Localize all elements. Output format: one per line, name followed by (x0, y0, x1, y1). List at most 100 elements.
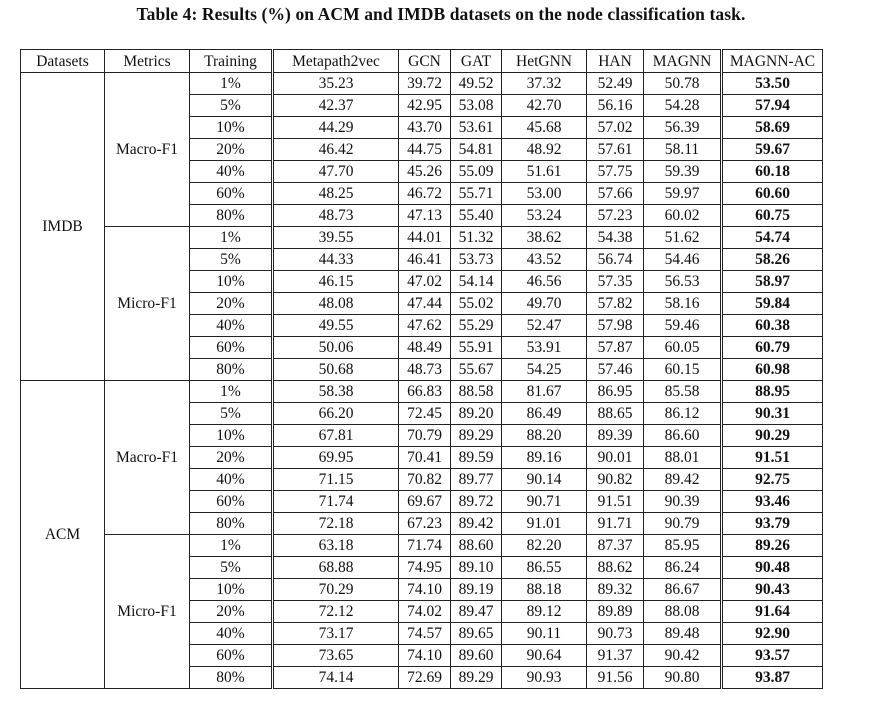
metapath2vec-cell: 42.37 (272, 94, 399, 117)
hetgnn-cell: 42.70 (501, 94, 587, 117)
gat-cell: 88.58 (450, 380, 502, 403)
han-cell: 91.71 (586, 512, 644, 535)
metapath2vec-cell: 35.23 (272, 72, 399, 95)
han-cell: 57.87 (586, 336, 644, 359)
gcn-cell: 46.72 (398, 182, 451, 205)
results-body: IMDB Macro-F1 1% 35.23 39.72 49.52 37.32 52.49 5… (20, 72, 823, 689)
hetgnn-cell: 88.18 (501, 578, 587, 601)
magnn-ac-cell: 58.26 (721, 248, 823, 271)
magnn-cell: 60.15 (643, 358, 723, 381)
metapath2vec-cell: 44.33 (272, 248, 399, 271)
gcn-cell: 48.49 (398, 336, 451, 359)
han-cell: 86.95 (586, 380, 644, 403)
magnn-ac-cell: 58.69 (721, 116, 823, 139)
metapath2vec-cell: 48.25 (272, 182, 399, 205)
magnn-cell: 90.80 (643, 666, 723, 689)
gcn-cell: 70.41 (398, 446, 451, 469)
magnn-ac-cell: 90.48 (721, 556, 823, 579)
hetgnn-cell: 38.62 (501, 226, 587, 249)
metapath2vec-cell: 46.15 (272, 270, 399, 293)
gat-cell: 55.40 (450, 204, 502, 227)
training-cell: 80% (189, 666, 274, 689)
training-cell: 20% (189, 600, 274, 623)
magnn-ac-cell: 91.51 (721, 446, 823, 469)
hetgnn-cell: 52.47 (501, 314, 587, 337)
magnn-cell: 59.46 (643, 314, 723, 337)
magnn-ac-cell: 93.57 (721, 644, 823, 667)
han-cell: 88.62 (586, 556, 644, 579)
metapath2vec-cell: 44.29 (272, 116, 399, 139)
header-metapath2vec: Metapath2vec (272, 49, 399, 73)
header-row: Datasets Metrics Training Metapath2vec G… (20, 49, 823, 73)
gat-cell: 88.60 (450, 534, 502, 557)
training-cell: 1% (189, 534, 274, 557)
han-cell: 57.35 (586, 270, 644, 293)
han-cell: 89.39 (586, 424, 644, 447)
gat-cell: 55.29 (450, 314, 502, 337)
metapath2vec-cell: 39.55 (272, 226, 399, 249)
training-cell: 10% (189, 424, 274, 447)
table-row: 80% 72.18 67.23 89.42 91.01 91.71 90.79 93.79 (21, 512, 823, 535)
training-cell: 1% (189, 72, 274, 95)
han-cell: 57.98 (586, 314, 644, 337)
gcn-cell: 74.10 (398, 578, 451, 601)
training-cell: 80% (189, 512, 274, 535)
gat-cell: 89.60 (450, 644, 502, 667)
magnn-cell: 56.39 (643, 116, 723, 139)
han-cell: 57.46 (586, 358, 644, 381)
metapath2vec-cell: 49.55 (272, 314, 399, 337)
gat-cell: 89.29 (450, 666, 502, 689)
magnn-ac-cell: 90.31 (721, 402, 823, 425)
gcn-cell: 70.82 (398, 468, 451, 491)
han-cell: 57.75 (586, 160, 644, 183)
magnn-cell: 88.01 (643, 446, 723, 469)
magnn-cell: 86.24 (643, 556, 723, 579)
han-cell: 89.32 (586, 578, 644, 601)
gcn-cell: 72.69 (398, 666, 451, 689)
hetgnn-cell: 91.01 (501, 512, 587, 535)
han-cell: 91.56 (586, 666, 644, 689)
gat-cell: 89.10 (450, 556, 502, 579)
header-metrics: Metrics (104, 49, 190, 73)
training-cell: 1% (189, 380, 274, 403)
training-cell: 10% (189, 116, 274, 139)
magnn-ac-cell: 92.90 (721, 622, 823, 645)
metapath2vec-cell: 72.12 (272, 600, 399, 623)
hetgnn-cell: 49.70 (501, 292, 587, 315)
han-cell: 90.73 (586, 622, 644, 645)
magnn-cell: 86.67 (643, 578, 723, 601)
gat-cell: 54.81 (450, 138, 502, 161)
gcn-cell: 74.95 (398, 556, 451, 579)
metapath2vec-cell: 50.06 (272, 336, 399, 359)
magnn-cell: 54.28 (643, 94, 723, 117)
table-row: 5% 44.33 46.41 53.73 43.52 56.74 54.46 58.26 (21, 248, 823, 271)
hetgnn-cell: 82.20 (501, 534, 587, 557)
magnn-ac-cell: 60.38 (721, 314, 823, 337)
metric-cell: Micro-F1 (104, 226, 190, 381)
magnn-cell: 90.42 (643, 644, 723, 667)
gat-cell: 53.08 (450, 94, 502, 117)
header-datasets: Datasets (20, 49, 105, 73)
hetgnn-cell: 86.49 (501, 402, 587, 425)
magnn-cell: 58.11 (643, 138, 723, 161)
gat-cell: 89.20 (450, 402, 502, 425)
table-row: Micro-F1 1% 39.55 44.01 51.32 38.62 54.38 51.62… (21, 226, 823, 381)
metric-cell: Macro-F1 (104, 380, 190, 535)
metapath2vec-cell: 50.68 (272, 358, 399, 381)
table-row: 60% 48.25 46.72 55.71 53.00 57.66 59.97 60.60 (21, 182, 823, 205)
table-row: 40% 49.55 47.62 55.29 52.47 57.98 59.46 60.38 (21, 314, 823, 337)
gcn-cell: 46.41 (398, 248, 451, 271)
han-cell: 91.37 (586, 644, 644, 667)
gcn-cell: 44.01 (398, 226, 451, 249)
magnn-ac-cell: 93.87 (721, 666, 823, 689)
magnn-cell: 90.39 (643, 490, 723, 513)
training-cell: 5% (189, 556, 274, 579)
table-row: 80% 74.14 72.69 89.29 90.93 91.56 90.80 93.87 (21, 666, 823, 689)
metapath2vec-cell: 71.74 (272, 490, 399, 513)
gat-cell: 89.72 (450, 490, 502, 513)
magnn-ac-cell: 53.50 (721, 72, 823, 95)
magnn-ac-cell: 93.79 (721, 512, 823, 535)
metapath2vec-cell: 58.38 (272, 380, 399, 403)
hetgnn-cell: 51.61 (501, 160, 587, 183)
table-row: 5% 66.20 72.45 89.20 86.49 88.65 86.12 90.31 (21, 402, 823, 425)
